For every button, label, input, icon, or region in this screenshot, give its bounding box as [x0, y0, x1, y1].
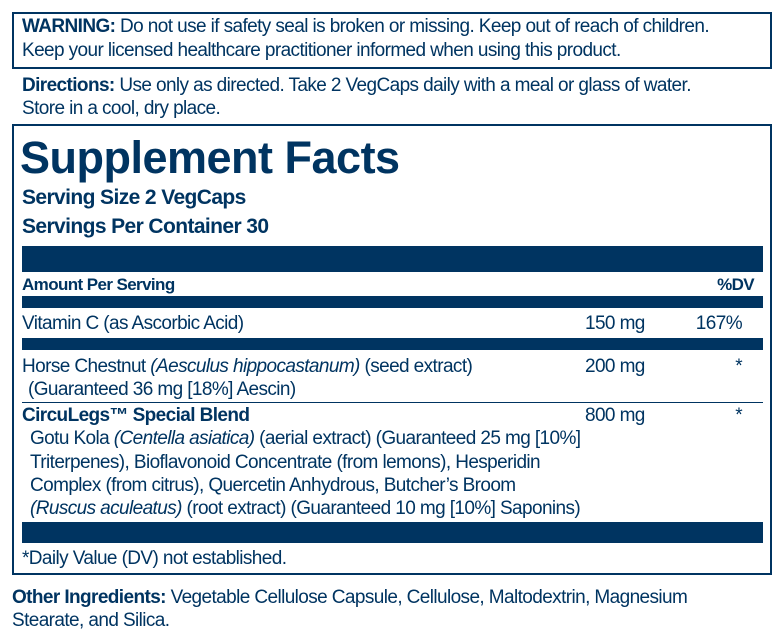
- blend-line4: (Ruscus aculeatus) (root extract) (Guara…: [30, 497, 581, 520]
- warning-text: Do not use if safety seal is broken or m…: [115, 16, 710, 37]
- blend-line3: Complex (from citrus), Quercetin Anhydro…: [30, 475, 516, 496]
- latin-name: (Centella asiatica): [113, 428, 255, 449]
- warning-label: WARNING:: [22, 16, 116, 37]
- directions-line1: Directions: Use only as directed. Take 2…: [22, 74, 691, 97]
- t: Gotu Kola: [30, 428, 114, 449]
- row-horse-chestnut-amount: 200 mg: [585, 356, 645, 377]
- latin-name: (Ruscus aculeatus): [30, 498, 182, 519]
- part: (seed extract): [359, 356, 473, 377]
- divider-medium: [22, 338, 763, 350]
- divider-thick: [22, 522, 763, 543]
- row-vitamin-c-amount: 150 mg: [585, 313, 645, 334]
- row-vitamin-c-dv: 167%: [695, 313, 743, 334]
- row-horse-chestnut-dv: *: [735, 356, 742, 377]
- facts-title: Supplement Facts: [20, 132, 400, 183]
- divider-thick: [22, 246, 763, 272]
- other-ingredients-line1: Other Ingredients: Vegetable Cellulose C…: [12, 586, 688, 609]
- other-ingredients-text: Vegetable Cellulose Capsule, Cellulose, …: [165, 587, 688, 608]
- row-blend-dv: *: [735, 405, 742, 426]
- t: (root extract) (Guaranteed 10 mg [10%] S…: [181, 498, 581, 519]
- divider-thin: [22, 402, 763, 403]
- row-horse-chestnut-name: Horse Chestnut (Aesculus hippocastanum) …: [22, 355, 473, 378]
- other-ingredients-line2: Stearate, and Silica.: [12, 610, 170, 631]
- name: Horse Chestnut: [22, 356, 151, 377]
- t: (aerial extract) (Guaranteed 25 mg [10%]: [254, 428, 581, 449]
- row-blend-amount: 800 mg: [585, 405, 645, 426]
- row-vitamin-c-name: Vitamin C (as Ascorbic Acid): [22, 313, 244, 334]
- warning-line1: WARNING: Do not use if safety seal is br…: [22, 15, 710, 38]
- servings-per-container: Servings Per Container 30: [22, 215, 269, 238]
- serving-size: Serving Size 2 VegCaps: [22, 186, 246, 209]
- directions-line2: Store in a cool, dry place.: [22, 98, 221, 119]
- row-blend-name: CircuLegs™ Special Blend: [22, 405, 250, 426]
- row-horse-chestnut-detail: (Guaranteed 36 mg [18%] Aescin): [28, 379, 296, 400]
- other-ingredients-label: Other Ingredients:: [12, 587, 166, 608]
- blend-line2: Triterpenes), Bioflavonoid Concentrate (…: [30, 452, 541, 473]
- dv-header: %DV: [717, 275, 755, 294]
- divider-medium: [22, 296, 763, 308]
- supplement-facts-box: [12, 124, 772, 575]
- directions-text: Use only as directed. Take 2 VegCaps dai…: [114, 75, 691, 96]
- directions-label: Directions:: [22, 75, 115, 96]
- warning-line2: Keep your licensed healthcare practition…: [22, 40, 621, 61]
- warning-box: [12, 12, 772, 69]
- blend-line1: Gotu Kola (Centella asiatica) (aerial ex…: [30, 427, 581, 450]
- footnote: *Daily Value (DV) not established.: [22, 548, 287, 569]
- latin-name: (Aesculus hippocastanum): [150, 356, 360, 377]
- amount-per-serving-header: Amount Per Serving: [22, 275, 175, 294]
